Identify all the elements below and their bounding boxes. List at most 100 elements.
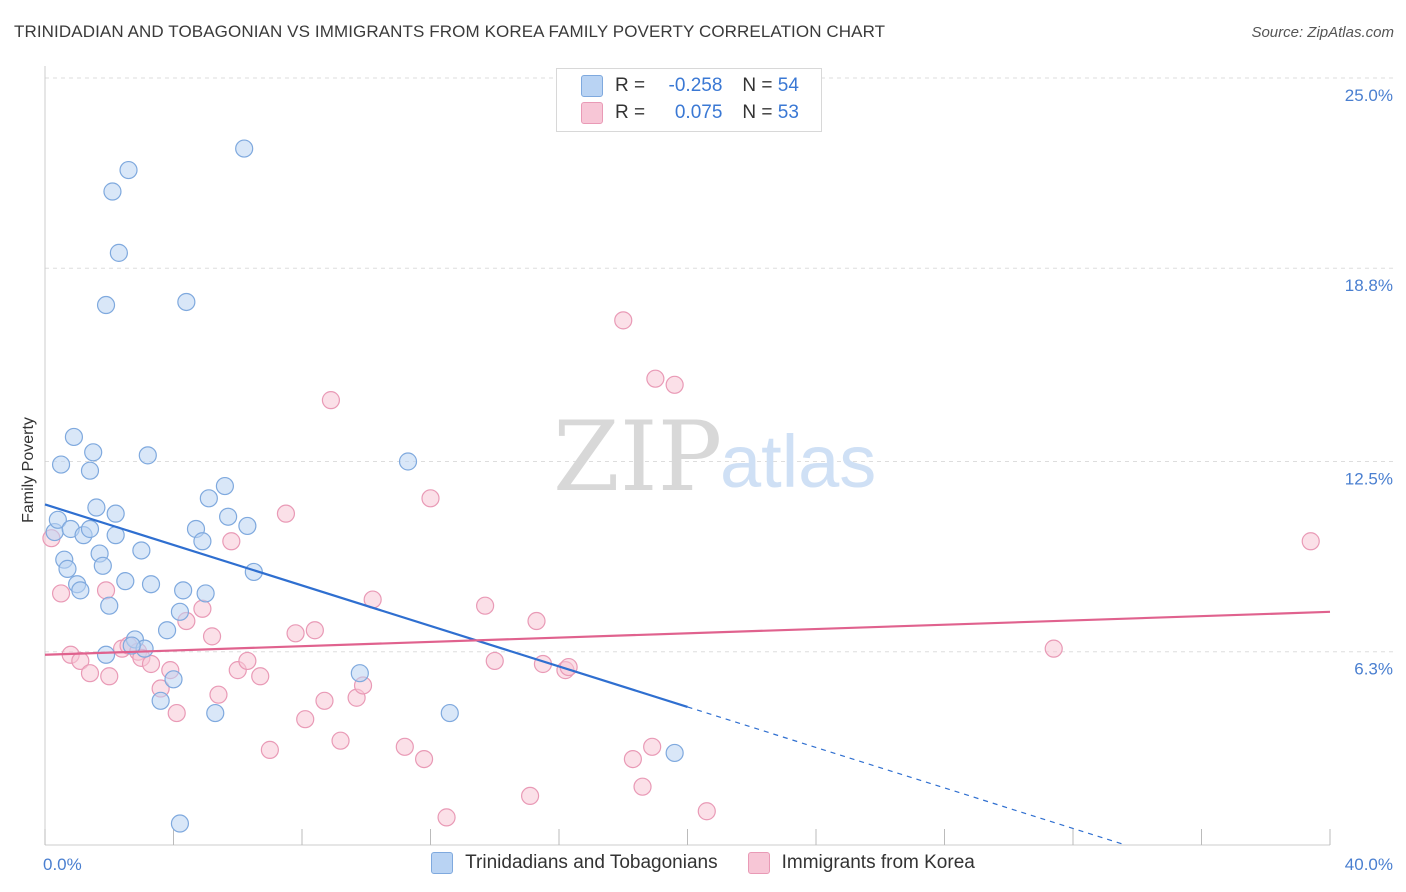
korea-point <box>251 667 270 686</box>
watermark-zip: ZIP <box>553 401 722 513</box>
correlation-legend: R = -0.258 N = 54 R = 0.075 N = 53 <box>556 68 822 132</box>
trinidad-point <box>193 532 212 551</box>
trinidad-point <box>116 572 135 591</box>
trinidad-point <box>398 452 418 471</box>
legend-label-korea: Immigrants from Korea <box>781 852 975 873</box>
trinidad-point <box>196 584 215 603</box>
trinidad-point <box>122 636 141 655</box>
y-axis-title: Family Poverty <box>20 417 37 523</box>
trinidad-point <box>235 139 254 158</box>
watermark-atlas: atlas <box>720 420 876 503</box>
korea-point <box>421 489 440 508</box>
korea-point <box>1301 532 1320 551</box>
legend-r-value: -0.258 <box>668 75 723 96</box>
korea-point <box>286 624 305 643</box>
trinidad-point <box>440 703 459 723</box>
korea-point <box>395 737 414 756</box>
trinidad-point <box>71 581 90 600</box>
korea-point <box>623 749 642 769</box>
trinidad-point <box>215 476 234 496</box>
korea-point <box>80 664 100 683</box>
legend-label-trinidad: Trinidadians and Tobagonians <box>465 852 718 873</box>
x-tick-label: 0.0% <box>43 855 82 874</box>
legend-n-value: 53 <box>777 102 799 123</box>
korea-point <box>238 651 257 671</box>
trinidad-point <box>84 443 103 462</box>
legend-swatch-blue <box>431 852 454 874</box>
trinidad-trend-extension <box>687 706 1126 846</box>
korea-point <box>141 654 161 674</box>
korea-point <box>260 740 279 759</box>
korea-point <box>633 777 652 796</box>
trinidad-point <box>132 541 151 560</box>
trinidad-point <box>58 559 77 578</box>
trinidad-point <box>141 575 161 594</box>
korea-point <box>485 651 504 671</box>
korea-point <box>276 504 296 523</box>
korea-point <box>315 691 334 710</box>
legend-item-korea: Immigrants from Korea <box>747 852 975 874</box>
trinidad-point <box>48 510 67 529</box>
korea-point <box>305 621 324 640</box>
legend-item-trinidad: Trinidadians and Tobagonians <box>431 852 718 874</box>
trinidad-point <box>177 292 196 312</box>
korea-point <box>665 375 684 394</box>
korea-point <box>437 808 456 827</box>
korea-point <box>646 369 665 388</box>
korea-point <box>527 611 546 631</box>
legend-n-label: N = <box>742 75 773 96</box>
korea-point <box>476 596 495 615</box>
chart-title: TRINIDADIAN AND TOBAGONIAN VS IMMIGRANTS… <box>14 22 886 41</box>
trinidad-points <box>45 139 684 833</box>
trinidad-point <box>138 446 157 465</box>
legend-swatch-pink <box>747 852 770 874</box>
series-legend: Trinidadians and Tobagonians Immigrants … <box>0 852 1406 874</box>
trinidad-point <box>103 182 122 201</box>
legend-swatch-pink <box>581 102 603 124</box>
legend-n-label: N = <box>742 102 773 123</box>
korea-point <box>643 737 662 756</box>
trinidad-point <box>96 295 116 315</box>
trinidad-point <box>64 427 84 447</box>
trinidad-point <box>170 602 190 621</box>
trinidad-point <box>174 581 193 600</box>
trinidad-point <box>106 504 125 523</box>
korea-point <box>1044 639 1063 658</box>
trinidad-point <box>87 498 106 517</box>
korea-point <box>100 667 119 686</box>
trinidad-point <box>151 691 170 710</box>
legend-row-trinidad: R = -0.258 N = 54 <box>581 74 799 98</box>
legend-row-korea: R = 0.075 N = 53 <box>581 101 799 125</box>
korea-point <box>96 581 116 600</box>
korea-point <box>296 710 315 729</box>
korea-point <box>414 749 434 769</box>
trinidad-point <box>119 160 138 180</box>
watermark: ZIP atlas <box>553 401 876 513</box>
korea-point <box>614 311 633 330</box>
trinidad-point <box>51 455 71 474</box>
trinidad-point <box>350 664 369 683</box>
source-label: Source: ZipAtlas.com <box>1251 24 1394 41</box>
korea-point <box>697 802 716 821</box>
korea-point <box>51 584 71 603</box>
trinidad-point <box>93 556 112 575</box>
trinidad-point <box>100 596 119 615</box>
legend-r-value: 0.075 <box>674 102 723 123</box>
y-tick-label: 6.3% <box>1354 660 1393 679</box>
trinidad-point <box>170 814 190 833</box>
y-tick-label: 25.0% <box>1345 86 1393 105</box>
y-tick-labels: 6.3% 12.5% 18.8% 25.0% <box>1345 86 1393 679</box>
trinidad-point <box>199 489 218 508</box>
korea-point <box>331 731 350 750</box>
trinidad-point <box>665 743 684 763</box>
legend-r-label: R = <box>615 75 646 96</box>
korea-point <box>209 685 228 704</box>
trinidad-point <box>157 621 177 640</box>
trinidad-point <box>80 519 100 539</box>
trinidad-trend-line <box>44 503 688 708</box>
korea-point <box>321 391 341 410</box>
trinidad-point <box>109 243 128 262</box>
trinidad-point <box>96 645 116 664</box>
legend-n-value: 54 <box>777 75 799 96</box>
